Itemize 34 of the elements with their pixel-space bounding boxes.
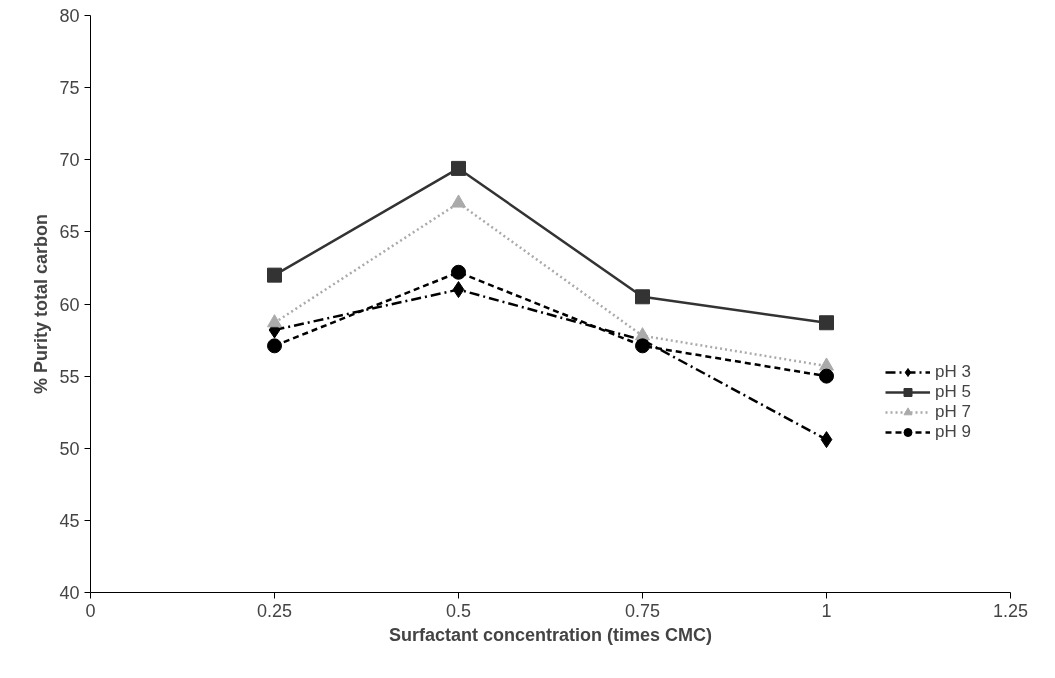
y-tick-label: 65 [59, 222, 80, 243]
x-tick-label: 0.25 [256, 600, 293, 621]
x-tick-label: 0.5 [445, 600, 472, 621]
point [267, 314, 282, 328]
y-tick-label: 75 [59, 78, 80, 99]
point [635, 289, 650, 305]
x-axis-title: Surfactant concentration (times CMC) [388, 624, 713, 645]
legend-label: pH 3 [935, 362, 971, 382]
point [267, 267, 282, 283]
y-tick-label: 40 [59, 583, 80, 603]
legend-label: pH 9 [935, 422, 971, 442]
point [820, 431, 833, 449]
point [819, 315, 834, 331]
point [451, 194, 466, 208]
legend-label: pH 5 [935, 382, 971, 402]
y-tick-label: 50 [59, 438, 80, 459]
point [819, 368, 834, 384]
point [452, 281, 465, 299]
point [451, 160, 466, 176]
x-tick-label: 1 [821, 600, 832, 621]
point [267, 338, 282, 354]
x-tick-label: 0 [85, 600, 96, 621]
y-tick-label: 70 [59, 150, 80, 171]
x-tick-label: 0.75 [624, 600, 661, 621]
y-axis-title: % Purity total carbon [31, 213, 52, 395]
y-tick-label: 55 [59, 366, 80, 387]
point [635, 338, 650, 354]
x-tick-label: 1.25 [992, 600, 1029, 621]
y-tick-label: 45 [59, 510, 80, 531]
legend-label: pH 7 [935, 402, 971, 422]
y-tick-label: 60 [59, 294, 80, 315]
point [451, 264, 466, 280]
point [819, 357, 834, 371]
y-tick-label: 80 [59, 6, 80, 26]
